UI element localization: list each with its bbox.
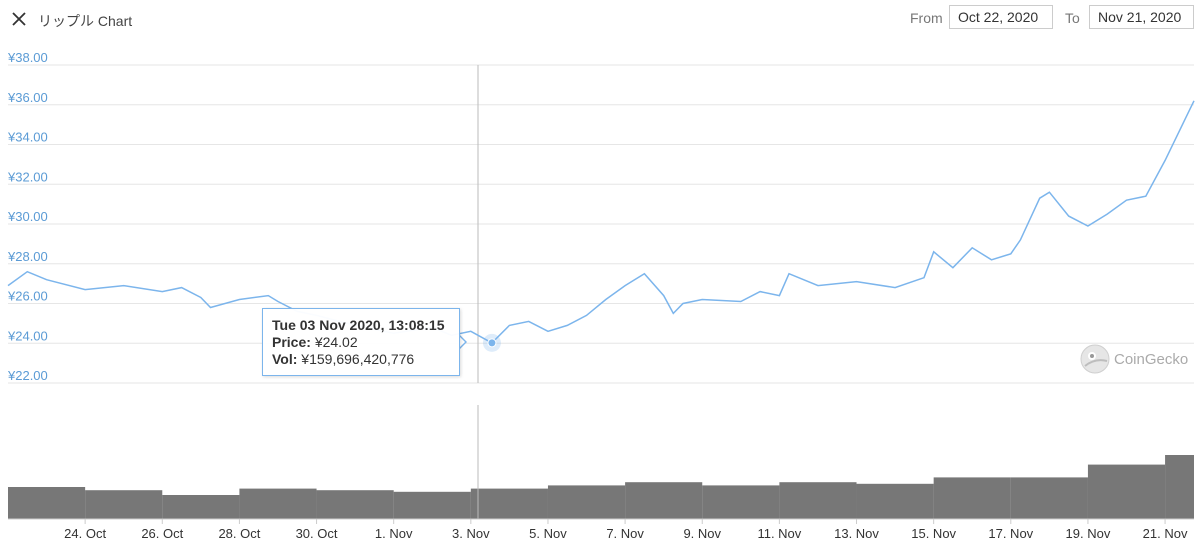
tooltip-arrow-inner — [458, 335, 465, 349]
volume-bar — [779, 482, 857, 519]
x-tick-label: 19. Nov — [1066, 526, 1111, 541]
to-date-input[interactable] — [1089, 5, 1194, 29]
x-tick-label: 5. Nov — [529, 526, 567, 541]
volume-bar — [547, 485, 626, 519]
volume-bar — [702, 485, 780, 519]
x-tick-label: 21. Nov — [1143, 526, 1188, 541]
y-tick-label: ¥38.00 — [7, 50, 48, 65]
y-tick-label: ¥28.00 — [7, 249, 48, 264]
logo-text: CoinGecko — [1114, 351, 1189, 368]
price-grid — [8, 64, 1194, 384]
tooltip-vol-row: Vol: ¥159,696,420,776 — [272, 351, 450, 368]
tooltip-vol-value: ¥159,696,420,776 — [301, 351, 415, 367]
volume-bar — [1165, 455, 1194, 519]
from-label: From — [910, 10, 943, 26]
chart-title: リップル Chart — [38, 13, 133, 29]
volume-bar — [1010, 477, 1088, 519]
tooltip-vol-label: Vol: — [272, 351, 298, 367]
x-tick-label: 15. Nov — [911, 526, 956, 541]
to-label: To — [1065, 10, 1080, 26]
y-tick-label: ¥34.00 — [7, 130, 48, 145]
volume-bar — [8, 487, 86, 519]
volume-bar — [1087, 464, 1166, 519]
y-tick-label: ¥22.00 — [7, 368, 48, 383]
price-line[interactable] — [7, 100, 1195, 344]
y-tick-label: ¥32.00 — [7, 169, 48, 184]
volume-bar — [856, 483, 934, 519]
tooltip-price-label: Price: — [272, 334, 311, 350]
close-icon[interactable] — [10, 10, 28, 28]
x-tick-label: 3. Nov — [452, 526, 490, 541]
x-tick-label: 26. Oct — [141, 526, 183, 541]
x-tick-label: 17. Nov — [988, 526, 1033, 541]
coingecko-logo: CoinGecko — [1080, 344, 1196, 376]
tooltip-date: Tue 03 Nov 2020, 13:08:15 — [272, 317, 445, 333]
gecko-logo-icon — [1080, 344, 1110, 374]
volume-bar — [162, 495, 240, 519]
date-x-axis: 24. Oct 26. Oct 28. Oct 30. Oct 1. Nov 3. Nov… — [64, 519, 1188, 541]
y-tick-label: ¥36.00 — [7, 90, 48, 105]
y-tick-label: ¥26.00 — [7, 289, 48, 304]
volume-bar — [239, 488, 317, 519]
chart-header: リップル Chart From To — [0, 0, 1200, 40]
x-tick-label: 9. Nov — [683, 526, 721, 541]
volume-bar — [316, 490, 394, 519]
y-tick-label: ¥30.00 — [7, 209, 48, 224]
x-tick-label: 28. Oct — [218, 526, 260, 541]
volume-bar — [470, 488, 548, 519]
volume-bars — [8, 455, 1194, 519]
volume-bar — [625, 482, 703, 519]
x-tick-label: 13. Nov — [834, 526, 879, 541]
price-tooltip: Tue 03 Nov 2020, 13:08:15 Price: ¥24.02 … — [262, 308, 460, 376]
x-tick-label: 30. Oct — [296, 526, 338, 541]
volume-bar — [85, 490, 163, 519]
x-tick-label: 24. Oct — [64, 526, 106, 541]
tooltip-price-value: ¥24.02 — [314, 334, 358, 350]
price-y-axis: ¥22.00 ¥24.00 ¥26.00 ¥28.00 ¥30.00 ¥32.00 ¥34.… — [7, 50, 48, 383]
volume-bar — [933, 477, 1011, 519]
y-tick-label: ¥24.00 — [7, 328, 48, 343]
tooltip-price-row: Price: ¥24.02 — [272, 334, 450, 351]
x-tick-label: 1. Nov — [375, 526, 413, 541]
volume-bar — [393, 491, 471, 519]
x-tick-label: 7. Nov — [606, 526, 644, 541]
x-tick-label: 11. Nov — [757, 526, 801, 541]
from-date-input[interactable] — [949, 5, 1053, 29]
hover-point[interactable] — [487, 338, 497, 348]
